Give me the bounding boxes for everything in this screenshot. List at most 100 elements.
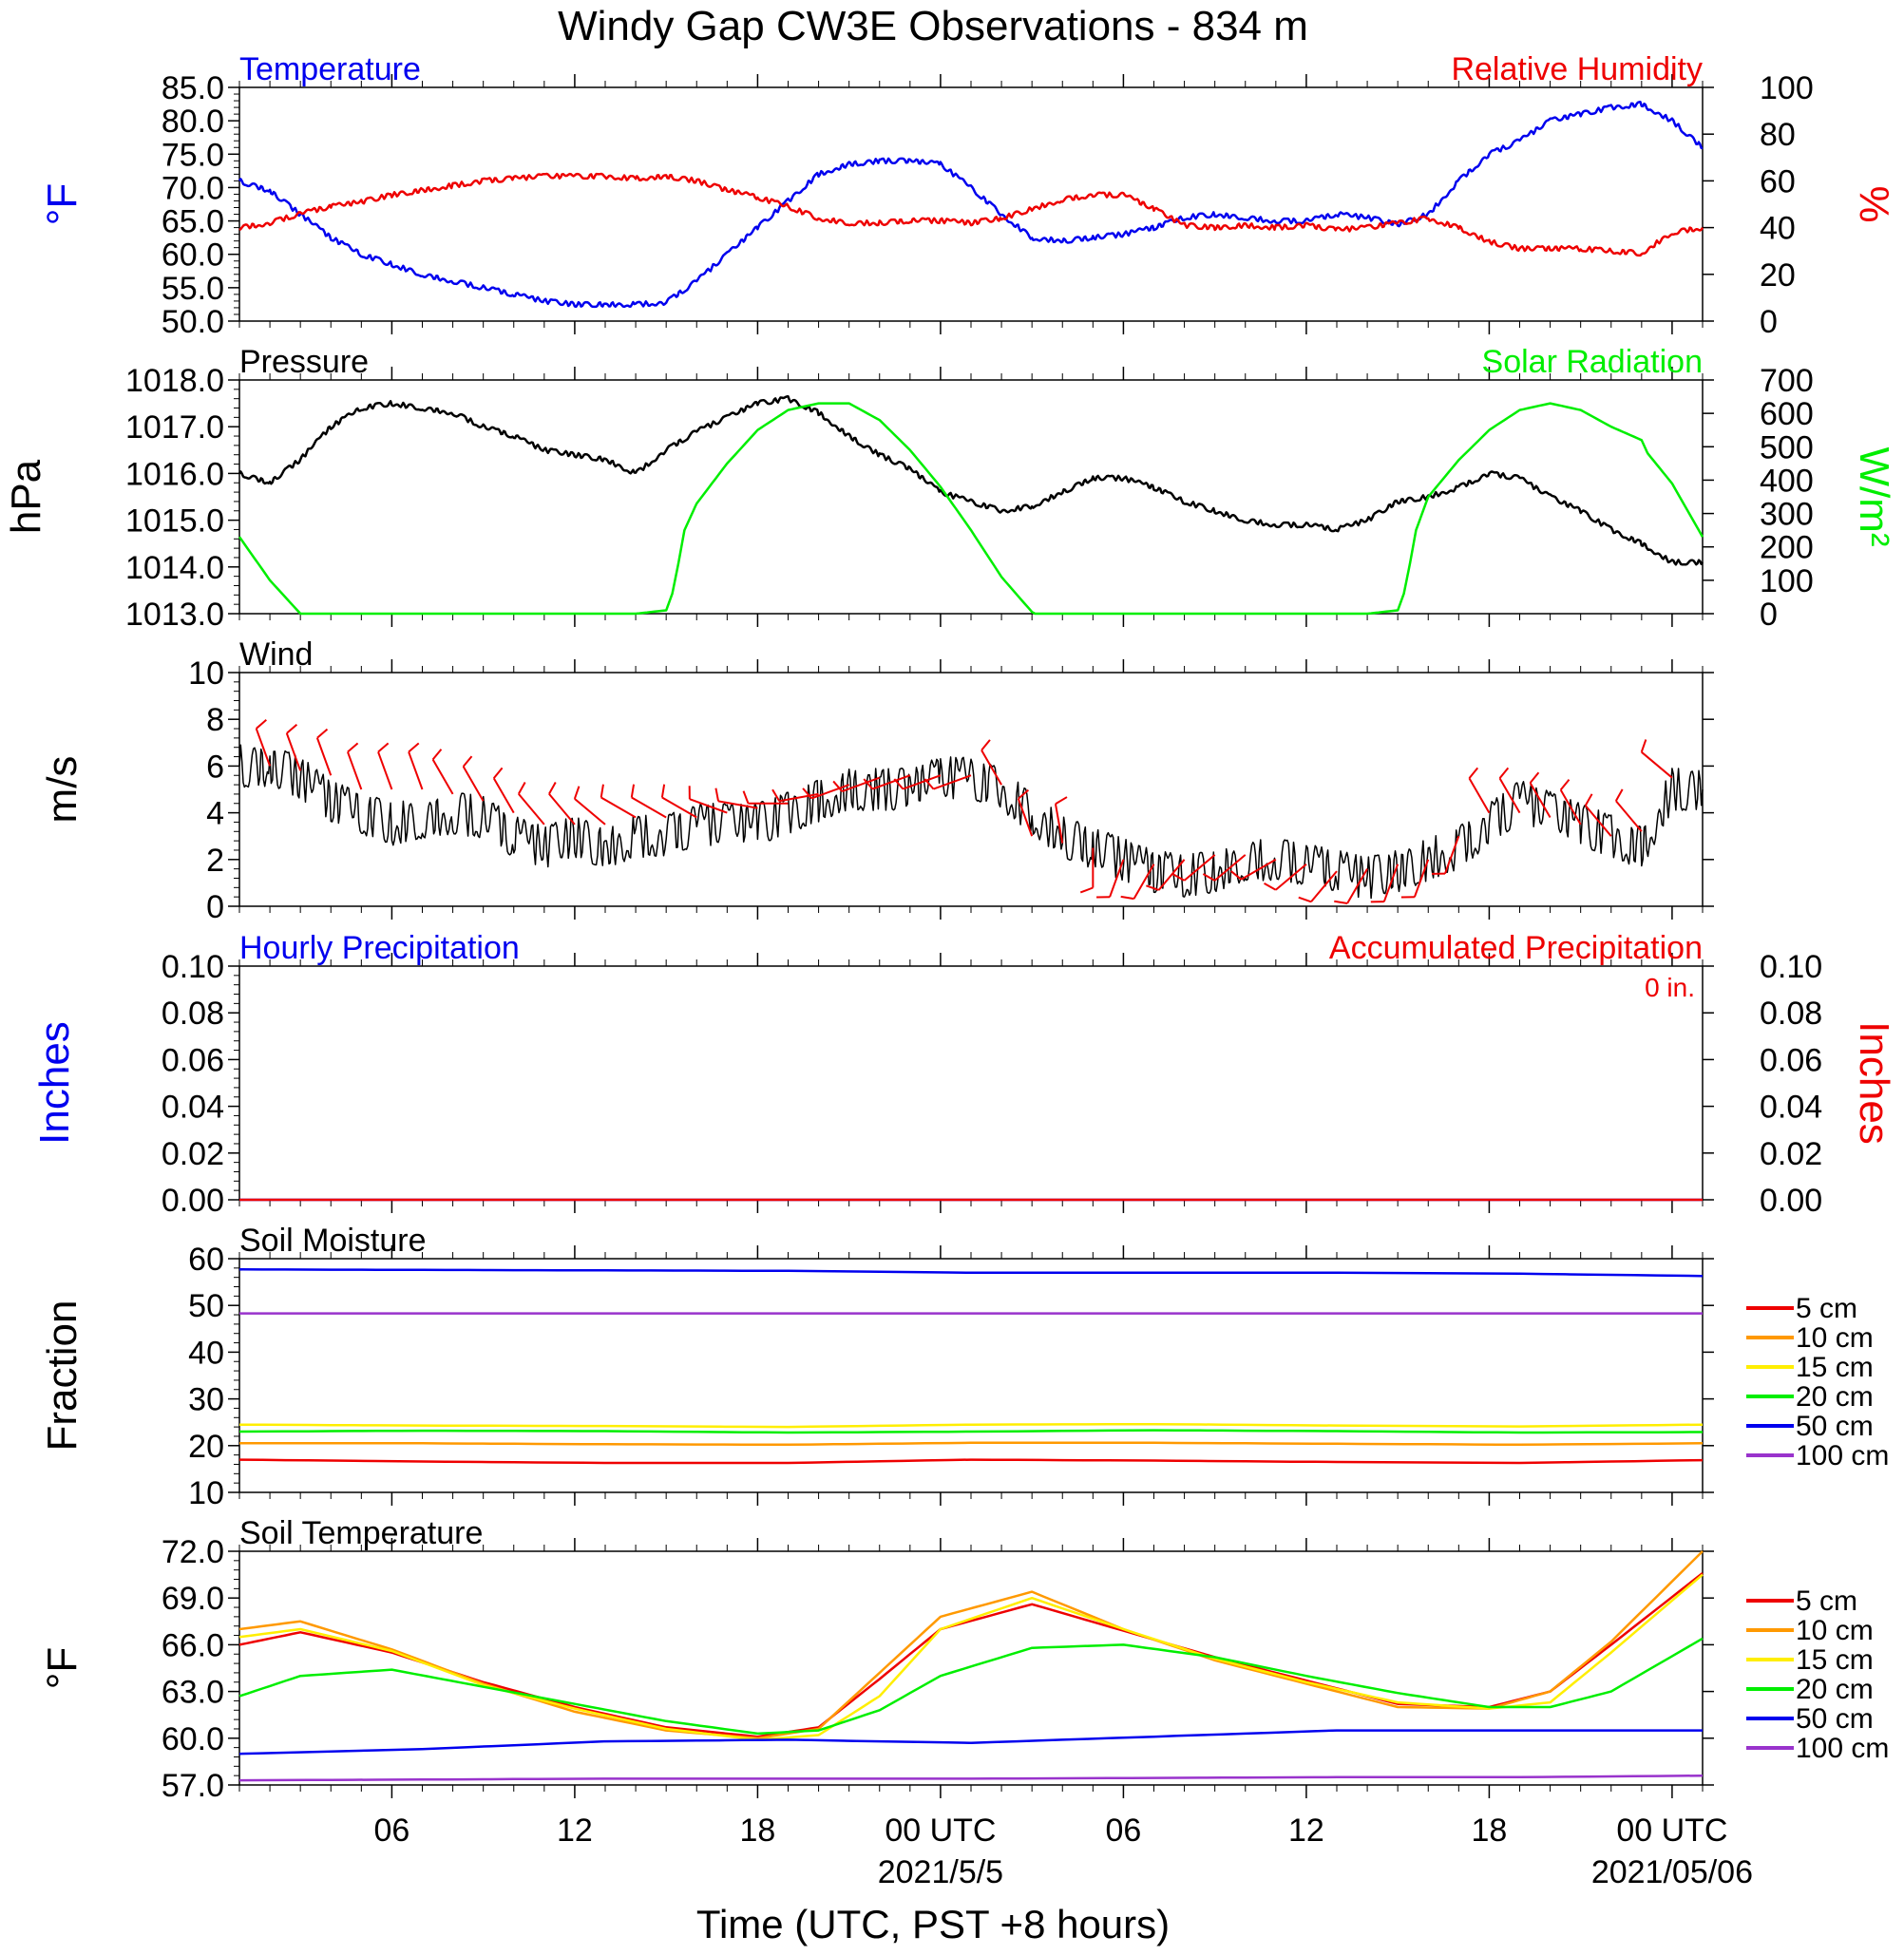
wind-barb xyxy=(1498,767,1521,814)
panel-3: 0.00 0.02 0.04 0.06 0.08 0.10 0.00 0.02 0.04 0.06… xyxy=(31,930,1897,1219)
wind-barb-flag xyxy=(316,728,329,739)
wind-barb-flag xyxy=(408,742,420,753)
panel-title-left: Temperature xyxy=(239,51,421,87)
y-right-tick-label: 80 xyxy=(1760,117,1796,153)
wind-barb-staff xyxy=(1444,835,1460,875)
wind-barb xyxy=(315,728,333,776)
y-right-tick-label: 100 xyxy=(1760,70,1814,106)
wind-barb-staff xyxy=(1240,858,1277,881)
y-tick-label: 2 xyxy=(206,843,224,879)
wind-barb xyxy=(1171,854,1216,882)
wind-barb xyxy=(492,767,515,814)
wind-barb xyxy=(1584,793,1612,837)
y-right-tick-label: 0 xyxy=(1760,597,1778,633)
wind-barb-staff xyxy=(1133,864,1155,900)
y-tick-label: 55.0 xyxy=(162,271,224,307)
x-tick-label: 12 xyxy=(557,1813,593,1849)
y-right-tick-label: 0 xyxy=(1760,304,1778,340)
x-tick-label: 12 xyxy=(1288,1813,1324,1849)
y-axis-label: Inches xyxy=(31,1021,78,1145)
wind-barb-staff xyxy=(1413,859,1430,898)
panel-frame xyxy=(238,1258,1704,1493)
wind-barb-flag xyxy=(1559,779,1571,791)
x-tick-label: 00 UTC xyxy=(1616,1813,1727,1849)
x-tick-label: 00 UTC xyxy=(885,1813,996,1849)
y-tick-label: 20 xyxy=(188,1429,224,1465)
legend-label: 20 cm xyxy=(1796,1381,1874,1413)
panel-title-left: Soil Temperature xyxy=(239,1515,483,1551)
wind-barb xyxy=(1559,779,1582,826)
y-tick-label: 70.0 xyxy=(162,170,224,206)
y-tick-label: 1016.0 xyxy=(125,456,224,492)
wind-barb xyxy=(771,788,819,803)
wind-barb xyxy=(714,788,758,809)
y-tick-label: 0.02 xyxy=(162,1136,224,1172)
y-right-tick-label: 60 xyxy=(1760,163,1796,199)
wind-barb-flag xyxy=(1614,788,1624,802)
wind-barb-staff xyxy=(1109,859,1125,898)
y-tick-label: 10 xyxy=(188,1475,224,1511)
y-tick-label: 0.04 xyxy=(162,1090,224,1126)
wind-barb-staff xyxy=(600,796,637,819)
wind-barb-staff xyxy=(841,776,881,793)
legend-label: 20 cm xyxy=(1796,1674,1874,1705)
wind-barb xyxy=(517,782,545,826)
series-relative-humidity xyxy=(238,172,1704,257)
panel-5: 57.0 60.0 63.0 66.0 69.0 72.0 Soil Temperature… xyxy=(39,1515,1889,1804)
wind-barb-flag xyxy=(573,786,581,800)
legend-label: 50 cm xyxy=(1796,1703,1874,1735)
wind-barb-staff xyxy=(1498,777,1521,814)
wind-barb-staff xyxy=(1310,870,1338,902)
panel-title-right: Accumulated Precipitation xyxy=(1329,930,1703,966)
wind-barb-flag xyxy=(1298,896,1312,903)
y-tick-label: 40 xyxy=(188,1335,224,1371)
y-axis-label-right: W/m² xyxy=(1851,446,1897,546)
wind-barb-flag xyxy=(347,742,359,753)
y-tick-label: 85.0 xyxy=(162,70,224,106)
y-right-tick-label: 0.02 xyxy=(1760,1136,1822,1172)
y-tick-label: 0.00 xyxy=(162,1183,224,1219)
series-15-cm xyxy=(238,1422,1704,1429)
wind-barb-staff xyxy=(431,759,454,795)
wind-barb-flag xyxy=(492,767,504,779)
y-tick-label: 30 xyxy=(188,1382,224,1418)
y-axis-label: hPa xyxy=(3,459,49,534)
wind-barb-staff xyxy=(377,751,393,790)
y-axis-label-right: Inches xyxy=(1851,1021,1897,1145)
y-right-tick-label: 100 xyxy=(1760,563,1814,599)
y-tick-label: 50.0 xyxy=(162,304,224,340)
wind-barb-staff xyxy=(408,751,424,790)
wind-barb-staff xyxy=(1615,800,1643,832)
panel-frame xyxy=(238,672,1704,907)
series-wind xyxy=(238,744,1704,900)
wind-barb-staff xyxy=(1183,854,1216,882)
panel-0: 50.055.060.065.070.075.080.085.0 0 20 40 60 8… xyxy=(39,51,1897,340)
panel-frame xyxy=(238,1550,1704,1786)
wind-barb-staff xyxy=(810,784,850,800)
wind-barb-staff xyxy=(1054,804,1064,844)
y-right-tick-label: 0.00 xyxy=(1760,1183,1822,1219)
y-right-tick-label: 0.08 xyxy=(1760,996,1822,1032)
wind-barb-staff xyxy=(492,777,515,814)
legend-label: 15 cm xyxy=(1796,1352,1874,1383)
y-axis-label: °F xyxy=(39,1647,86,1689)
wind-barb xyxy=(1146,859,1186,891)
y-tick-label: 0.06 xyxy=(162,1042,224,1078)
wind-barb xyxy=(1202,854,1247,882)
x-tick-label: 06 xyxy=(374,1813,410,1849)
wind-barb-flag xyxy=(1334,900,1348,905)
wind-barb xyxy=(255,719,272,767)
wind-barb-staff xyxy=(1641,750,1673,779)
panel-2: 0 2 4 6 8 10 Wind m/s xyxy=(39,636,1714,925)
wind-barb-staff xyxy=(548,793,576,826)
y-tick-label: 6 xyxy=(206,749,224,785)
series-20-cm xyxy=(238,1637,1704,1736)
series-20-cm xyxy=(238,1429,1704,1434)
wind-barb xyxy=(1529,771,1552,819)
wind-barb xyxy=(981,739,1002,786)
wind-barb-flag xyxy=(1146,884,1159,891)
y-tick-label: 1017.0 xyxy=(125,409,224,446)
wind-barb-staff xyxy=(661,796,697,819)
